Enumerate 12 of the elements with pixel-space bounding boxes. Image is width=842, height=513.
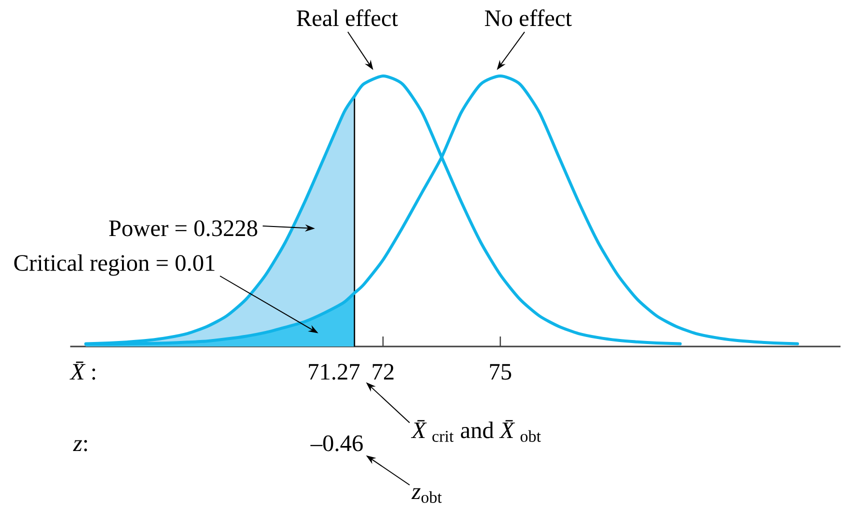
text: Real effect [296, 9, 398, 26]
text: z$_{obt}$ [411, 488, 442, 503]
annotation: Power = 0.3228 [109, 220, 258, 236]
text: –0.46 [310, 435, 363, 452]
x-axis-title: X̄: [70, 362, 96, 380]
x-tick-label: 72 [372, 364, 394, 380]
text: z: [72, 440, 87, 452]
text: No effect [484, 9, 572, 26]
x-tick-label: 75 [490, 364, 512, 380]
annotation: Critical region = 0.01 [14, 254, 214, 276]
text: X̄$_{crit}$ and X̄$_{obt}$ [410, 420, 541, 442]
ref-line-label: 71.27 [308, 364, 360, 380]
